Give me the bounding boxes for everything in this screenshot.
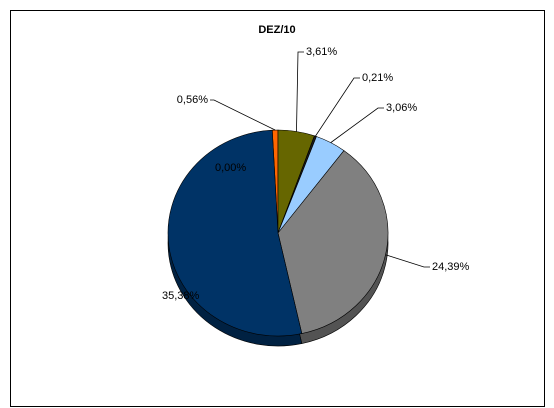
leader-line [210,99,276,131]
leader-line [296,51,304,132]
data-label: 35,38% [162,290,200,302]
leader-line [330,107,384,143]
chart-title: DEZ/10 [258,24,295,36]
pie-slice [277,150,389,334]
data-label: 24,39% [432,261,470,273]
data-label: 3,61% [306,46,337,58]
data-label: 0,21% [362,72,393,84]
leader-line [315,77,360,137]
data-label: 0,56% [177,94,208,106]
leader-line [385,254,430,268]
data-label: 3,06% [386,102,417,114]
data-label: 0,00% [215,162,246,174]
pie-slice [167,129,303,337]
